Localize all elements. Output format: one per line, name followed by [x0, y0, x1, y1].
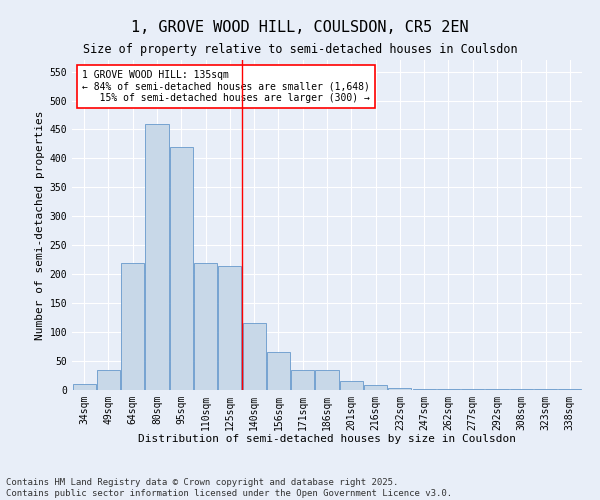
- Bar: [340, 382, 363, 390]
- Bar: [291, 370, 314, 390]
- Text: 1 GROVE WOOD HILL: 135sqm
← 84% of semi-detached houses are smaller (1,648)
   1: 1 GROVE WOOD HILL: 135sqm ← 84% of semi-…: [82, 70, 370, 103]
- Bar: [242, 324, 266, 390]
- Bar: [316, 370, 338, 390]
- Text: Size of property relative to semi-detached houses in Coulsdon: Size of property relative to semi-detach…: [83, 42, 517, 56]
- Bar: [388, 388, 412, 390]
- Bar: [267, 352, 290, 390]
- Bar: [559, 389, 581, 390]
- Bar: [97, 370, 120, 390]
- Y-axis label: Number of semi-detached properties: Number of semi-detached properties: [35, 110, 46, 340]
- Bar: [194, 262, 217, 390]
- Text: 1, GROVE WOOD HILL, COULSDON, CR5 2EN: 1, GROVE WOOD HILL, COULSDON, CR5 2EN: [131, 20, 469, 35]
- Bar: [145, 124, 169, 390]
- Bar: [413, 389, 436, 390]
- Bar: [121, 262, 144, 390]
- Bar: [73, 384, 95, 390]
- X-axis label: Distribution of semi-detached houses by size in Coulsdon: Distribution of semi-detached houses by …: [138, 434, 516, 444]
- Bar: [364, 386, 387, 390]
- Bar: [218, 266, 241, 390]
- Bar: [170, 147, 193, 390]
- Text: Contains HM Land Registry data © Crown copyright and database right 2025.
Contai: Contains HM Land Registry data © Crown c…: [6, 478, 452, 498]
